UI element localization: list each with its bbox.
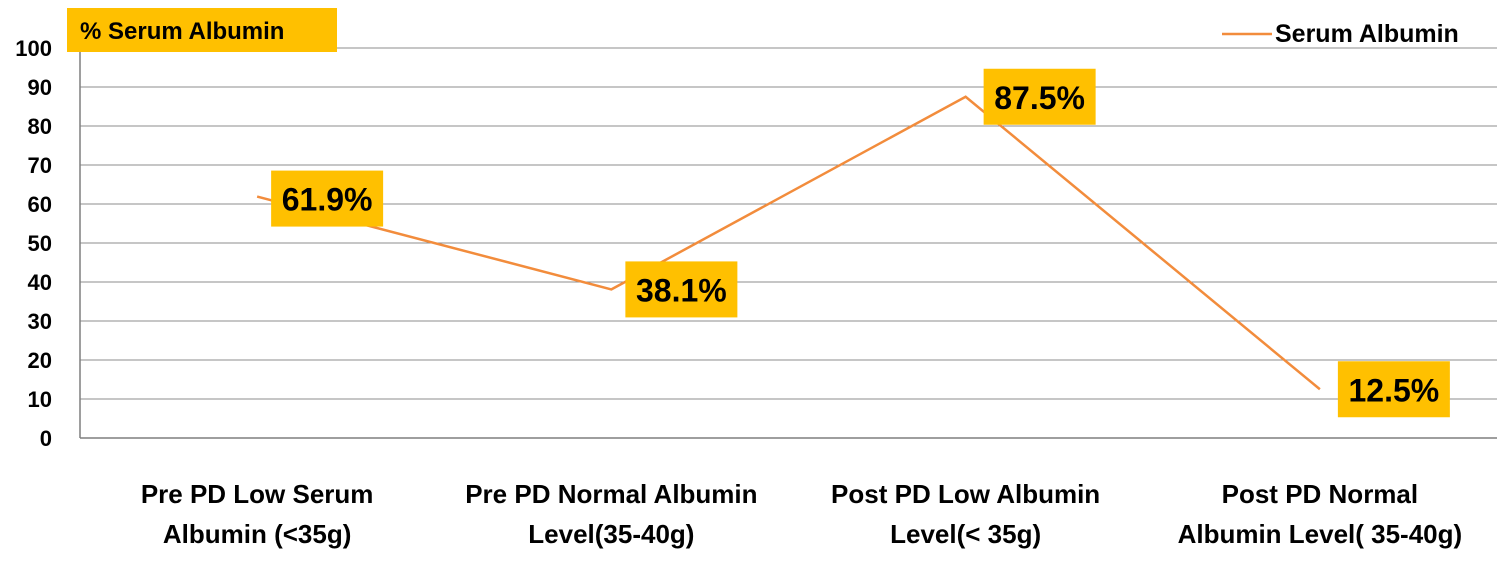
data-label: 87.5% — [994, 80, 1085, 116]
data-label: 61.9% — [282, 182, 373, 218]
y-axis-title-text: % Serum Albumin — [80, 18, 284, 45]
y-tick-label: 50 — [28, 231, 52, 256]
data-labels: 61.9% 38.1% 87.5% 12.5% — [271, 68, 1450, 418]
category-label-line: Albumin (<35g) — [163, 519, 352, 549]
y-tick-label: 40 — [28, 270, 52, 295]
category-label-line: Pre PD Normal Albumin — [465, 479, 757, 509]
category-label-line: Level(35-40g) — [528, 519, 694, 549]
y-tick-labels: 0 10 20 30 40 50 60 70 80 90 100 — [15, 36, 52, 451]
y-tick-label: 100 — [15, 36, 52, 61]
category-label: Pre PD Normal Albumin Level(35-40g) — [465, 479, 757, 549]
series-lines — [256, 95, 1321, 391]
category-label-line: Post PD Normal — [1222, 479, 1419, 509]
y-axis-title-background — [67, 8, 337, 52]
y-axis-title: % Serum Albumin — [67, 8, 337, 52]
category-label: Pre PD Low Serum Albumin (<35g) — [141, 479, 374, 549]
y-tick-label: 60 — [28, 192, 52, 217]
data-label-background — [271, 170, 384, 227]
category-label: Post PD Low Albumin Level(< 35g) — [831, 479, 1100, 549]
data-label: 38.1% — [636, 272, 727, 308]
data-label: 12.5% — [1349, 372, 1440, 408]
category-label-line: Level(< 35g) — [890, 519, 1041, 549]
data-label-background — [1337, 361, 1450, 418]
y-tick-label: 70 — [28, 153, 52, 178]
series-line — [256, 95, 1321, 391]
category-labels: Pre PD Low Serum Albumin (<35g) Pre PD Nor… — [141, 479, 1462, 549]
y-tick-label: 20 — [28, 348, 52, 373]
category-label: Post PD Normal Albumin Level( 35-40g) — [1178, 479, 1463, 549]
data-label-background — [983, 68, 1096, 125]
data-label-background — [625, 261, 738, 318]
y-tick-label: 80 — [28, 114, 52, 139]
y-tick-label: 0 — [40, 426, 52, 451]
category-label-line: Post PD Low Albumin — [831, 479, 1100, 509]
y-tick-label: 90 — [28, 75, 52, 100]
legend-series-name: Serum Albumin — [1275, 20, 1459, 48]
category-label-line: Pre PD Low Serum — [141, 479, 374, 509]
legend: Serum Albumin — [1222, 20, 1459, 48]
y-tick-label: 10 — [28, 387, 52, 412]
category-label-line: Albumin Level( 35-40g) — [1178, 519, 1463, 549]
y-tick-label: 30 — [28, 309, 52, 334]
axes — [79, 48, 1497, 439]
